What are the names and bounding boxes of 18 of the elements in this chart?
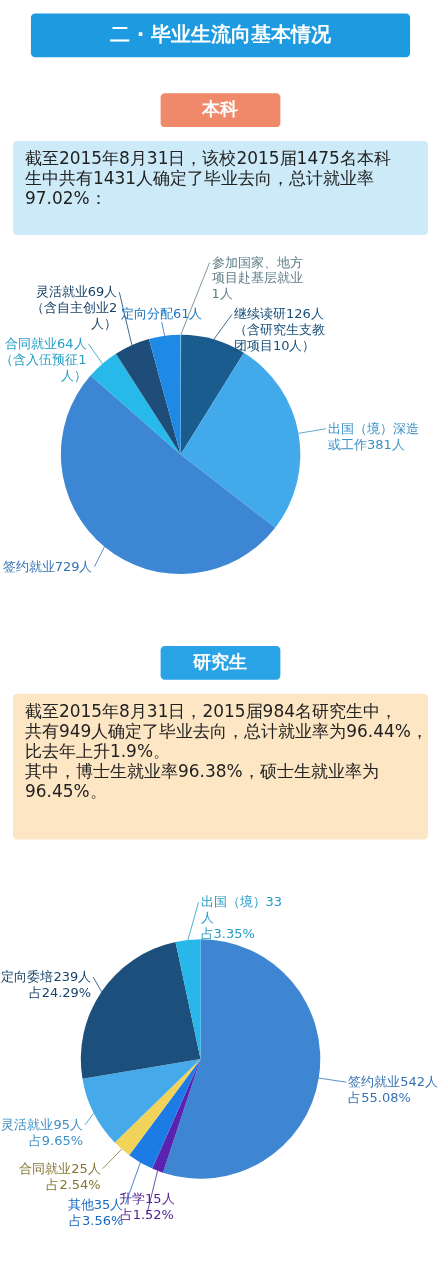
slice-label: 签约就业542人占55.08% bbox=[348, 1074, 439, 1106]
text: 截至2015年8月31日，该校2015届1475名本科生中共有1431人确定了毕业去向，总计就业率97.02%： bbox=[24, 148, 391, 208]
slice-label: 出国（境）33人占3.35% bbox=[200, 894, 283, 942]
slice-label: 出国（境）深造或工作381人 bbox=[327, 420, 419, 452]
slice-label: 灵活就业69人（含自主创业2人） bbox=[31, 284, 118, 332]
chart-subtitle: 本科 bbox=[201, 98, 239, 120]
slice-label: 定向分配61人 bbox=[120, 305, 203, 321]
slice-label: 定向委培239人占24.29% bbox=[1, 969, 92, 1001]
slice-label: 灵活就业95人占9.65% bbox=[1, 1116, 83, 1148]
slice-label: 签约就业729人 bbox=[2, 558, 93, 574]
text: 其中，博士生就业率96.38%，硕士生就业率为96.45%。 bbox=[24, 760, 379, 801]
slice-label: 合同就业25人占2.54% bbox=[19, 1160, 101, 1192]
slice-label: 合同就业64人（含入伍预征1人） bbox=[0, 336, 87, 383]
slice-label: 继续读研126人（含研究生支教团项目10人） bbox=[233, 306, 325, 354]
text: 截至2015年8月31日，2015届984名研究生中，共有949人确定了毕业去向，总计就业率为96.44%，比去年上升1.9%。 bbox=[24, 700, 428, 761]
chart-title: 二 · 毕业生流向基本情况 bbox=[109, 22, 333, 47]
slice-label: 参加国家、地方项目赴基层就业1人 bbox=[211, 254, 303, 302]
chart-subtitle: 研究生 bbox=[192, 650, 248, 672]
